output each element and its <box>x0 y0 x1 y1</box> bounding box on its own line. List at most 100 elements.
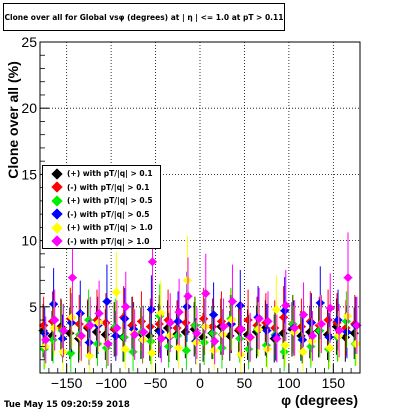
data-point <box>209 310 219 320</box>
legend-entry: (-) with pT/|q| > 0.5 <box>43 208 160 222</box>
data-point <box>102 297 112 307</box>
data-point <box>235 300 245 310</box>
data-point <box>243 315 253 325</box>
data-point <box>296 322 306 332</box>
data-point <box>154 319 164 329</box>
legend-entry: (-) with pT/|q| > 1.0 <box>43 235 160 249</box>
y-tick-label: 15 <box>21 166 37 182</box>
data-point <box>128 347 138 357</box>
data-point <box>50 315 60 325</box>
legend-label: (-) with pT/|q| > 1.0 <box>67 236 150 246</box>
data-point <box>306 318 316 328</box>
data-point <box>352 320 362 330</box>
data-point <box>49 323 59 333</box>
data-point <box>235 334 245 344</box>
data-point <box>103 339 113 349</box>
data-point <box>351 339 361 349</box>
data-point <box>279 347 289 357</box>
y-tick-label: 25 <box>21 34 37 50</box>
data-point <box>147 257 157 267</box>
data-point <box>174 307 184 317</box>
data-point <box>218 330 228 340</box>
data-point <box>315 326 325 336</box>
data-point <box>307 336 317 346</box>
data-point <box>76 331 86 341</box>
data-point <box>209 345 219 355</box>
data-point <box>201 289 211 299</box>
data-point <box>165 318 175 328</box>
data-point <box>139 327 149 337</box>
data-point <box>199 314 209 324</box>
x-axis-label: φ (degrees) <box>281 392 358 408</box>
data-point <box>342 311 352 321</box>
data-point <box>156 334 166 344</box>
data-point <box>343 273 353 283</box>
legend-label: (-) with pT/|q| > 0.1 <box>67 182 150 192</box>
y-tick-label: 5 <box>29 299 37 315</box>
data-point <box>146 304 156 314</box>
data-point <box>208 328 218 338</box>
data-point <box>146 336 156 346</box>
x-tick-label: 100 <box>277 375 301 391</box>
legend-entry: (+) with pT/|q| > 0.5 <box>43 194 160 208</box>
data-point <box>93 339 103 349</box>
data-point <box>41 335 51 345</box>
data-point <box>254 314 264 324</box>
series-3 <box>39 284 360 373</box>
data-point <box>297 335 307 345</box>
y-axis-label: Clone over all (%) <box>5 61 21 178</box>
data-point <box>155 327 165 337</box>
legend-entry: (-) with pT/|q| > 0.1 <box>43 181 160 195</box>
data-point <box>199 338 209 348</box>
data-point <box>219 322 229 332</box>
data-point <box>121 302 131 312</box>
data-point <box>183 291 193 301</box>
data-point <box>182 302 192 312</box>
data-point <box>334 331 344 341</box>
data-point <box>138 335 148 345</box>
data-point <box>210 336 220 346</box>
x-tick-label: 0 <box>196 375 204 391</box>
data-point <box>58 347 68 357</box>
data-point <box>279 312 289 322</box>
data-point <box>217 343 227 353</box>
data-point <box>49 299 59 309</box>
data-point <box>333 315 343 325</box>
data-point <box>145 322 155 332</box>
data-point <box>244 344 254 354</box>
data-point <box>130 330 140 340</box>
x-tick-label: 150 <box>322 375 346 391</box>
data-point <box>173 331 183 341</box>
timestamp-label: Tue May 15 09:20:59 2018 <box>4 400 130 410</box>
x-tick-label: −50 <box>144 375 168 391</box>
legend-label: (-) with pT/|q| > 0.5 <box>67 209 150 219</box>
data-point <box>254 324 264 334</box>
data-point <box>227 315 237 325</box>
legend-label: (+) with pT/|q| > 0.1 <box>67 169 153 179</box>
legend-entry: (+) with pT/|q| > 1.0 <box>43 221 160 235</box>
data-point <box>59 326 69 336</box>
data-point <box>75 308 85 318</box>
data-point <box>174 343 184 353</box>
data-point <box>111 287 121 297</box>
legend: (+) with pT/|q| > 0.1 (-) with pT/|q| > 0… <box>42 165 161 249</box>
chart-title: Clone over all for Global vsφ (degrees) … <box>3 3 285 31</box>
data-point <box>147 348 157 358</box>
data-point <box>307 331 317 341</box>
y-tick-label: 10 <box>21 233 37 249</box>
legend-label: (+) with pT/|q| > 1.0 <box>67 223 153 233</box>
data-point <box>85 351 95 361</box>
legend-marker <box>51 222 63 234</box>
x-tick-label: 50 <box>237 375 253 391</box>
data-point <box>111 331 121 341</box>
data-point <box>181 345 191 355</box>
data-point <box>325 303 335 313</box>
data-point <box>271 304 281 314</box>
chart-title-text: Clone over all for Global vsφ (degrees) … <box>4 12 284 22</box>
data-point <box>94 318 104 328</box>
legend-marker <box>51 195 63 207</box>
data-point <box>164 342 174 352</box>
data-point <box>84 338 94 348</box>
series-6 <box>41 210 362 366</box>
